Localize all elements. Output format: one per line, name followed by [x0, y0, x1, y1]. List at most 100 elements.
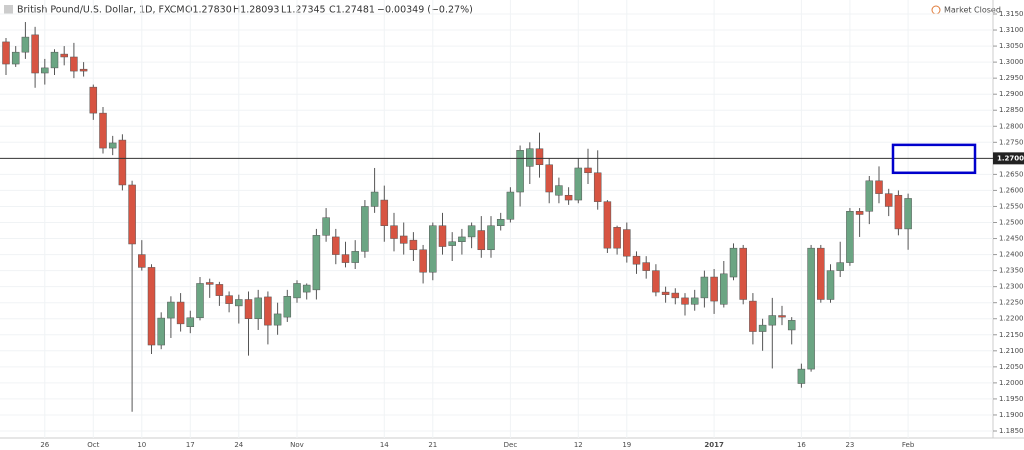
candle-body [196, 283, 204, 319]
x-tick-label: 2017 [704, 441, 724, 449]
candle-body [506, 191, 515, 220]
candle-body [836, 262, 844, 271]
candle-body [545, 164, 553, 193]
candle-body [99, 112, 107, 149]
candle-body [390, 225, 398, 239]
candle-body [700, 276, 709, 299]
candle-body [652, 270, 660, 293]
candle-body [758, 324, 767, 332]
y-tick-label: 1.23000 [999, 283, 1024, 291]
candle-body [167, 301, 175, 319]
candle-body [884, 193, 893, 207]
candle-body [477, 230, 486, 251]
candle-body [855, 211, 864, 215]
candle-body [176, 301, 185, 325]
candle-body [409, 239, 418, 251]
close: C1.27481 [329, 5, 375, 16]
candle-body [361, 206, 369, 252]
candle-body [642, 262, 650, 271]
candle-body [370, 191, 379, 207]
open: O1.27830 [185, 5, 232, 16]
candle-body [496, 219, 505, 226]
y-tick-label: 1.31500 [999, 10, 1024, 18]
symbol-icon [4, 5, 13, 14]
candle-body [244, 299, 253, 319]
candle-body [21, 36, 30, 53]
candle-body [215, 284, 224, 296]
candle-body [399, 235, 408, 244]
candle-body [108, 142, 117, 149]
candle-body [235, 299, 243, 307]
candle-body [487, 225, 495, 251]
market-status: Market Closed [944, 6, 1001, 15]
candle-body [535, 148, 544, 166]
candle-body [778, 315, 786, 318]
x-tick-label: 21 [428, 441, 437, 449]
y-tick-label: 1.29000 [999, 90, 1024, 98]
y-tick-label: 1.21000 [999, 347, 1024, 355]
candle-body [264, 296, 272, 326]
y-tick-label: 1.25000 [999, 219, 1024, 227]
x-tick-label: 23 [845, 441, 854, 449]
x-tick-label: Oct [87, 441, 99, 449]
candle-body [60, 53, 68, 58]
candle-body [846, 211, 854, 263]
candle-body [710, 276, 718, 302]
candle-body [89, 86, 98, 114]
candle-body [283, 296, 292, 318]
low: L1.27345 [281, 5, 326, 16]
candle-body [749, 300, 757, 332]
candle-body [865, 180, 874, 212]
candle-body [429, 225, 437, 273]
y-tick-label: 1.24500 [999, 235, 1024, 243]
y-tick-label: 1.30000 [999, 58, 1024, 66]
candle-body [729, 247, 738, 278]
y-tick-label: 1.22500 [999, 299, 1024, 307]
candle-body [341, 254, 350, 263]
y-tick-label: 1.19500 [999, 395, 1024, 403]
candle-body [555, 185, 563, 196]
x-tick-label: 24 [234, 441, 243, 449]
candle-body [671, 292, 680, 299]
candle-body [186, 317, 195, 328]
candle-body [584, 167, 592, 174]
y-tick-label: 1.22000 [999, 315, 1024, 323]
candle-body [526, 148, 534, 167]
candle-body [419, 249, 427, 273]
candle-body [225, 295, 233, 304]
candle-body [768, 315, 777, 326]
candle-body [894, 194, 903, 230]
candle-body [2, 41, 10, 65]
candle-body [157, 317, 165, 346]
candle-body [826, 270, 835, 300]
candle-body [681, 297, 689, 305]
candle-body [593, 172, 602, 202]
header: British Pound/U.S. Dollar, 1D, FXCM O1.2… [4, 5, 1001, 16]
candle-body [380, 199, 389, 226]
candle-body [739, 247, 747, 300]
x-tick-label: Feb [902, 441, 915, 449]
x-tick-label: 26 [40, 441, 49, 449]
high: H1.28093 [233, 5, 279, 16]
candle-body [273, 313, 282, 326]
y-tick-label: 1.30500 [999, 42, 1024, 50]
y-tick-label: 1.25500 [999, 202, 1024, 210]
candle-body [11, 51, 20, 65]
candle-body [118, 139, 127, 186]
x-tick-label: 12 [574, 441, 583, 449]
candle-body [50, 51, 59, 69]
symbol: British Pound/U.S. Dollar, 1D, FXCM [17, 5, 185, 16]
candle-body [817, 247, 825, 300]
x-tick-label: 10 [137, 441, 146, 449]
y-tick-label: 1.31000 [999, 26, 1024, 34]
candle-body [797, 368, 806, 384]
x-tick-label: 16 [797, 441, 806, 449]
candle-body [138, 254, 146, 268]
candle-body [79, 68, 88, 72]
y-tick-label: 1.21500 [999, 331, 1024, 339]
x-tick-label: Dec [504, 441, 518, 449]
y-tick-label: 1.28500 [999, 106, 1024, 114]
candle-body [613, 227, 621, 249]
candle-body [322, 217, 330, 236]
